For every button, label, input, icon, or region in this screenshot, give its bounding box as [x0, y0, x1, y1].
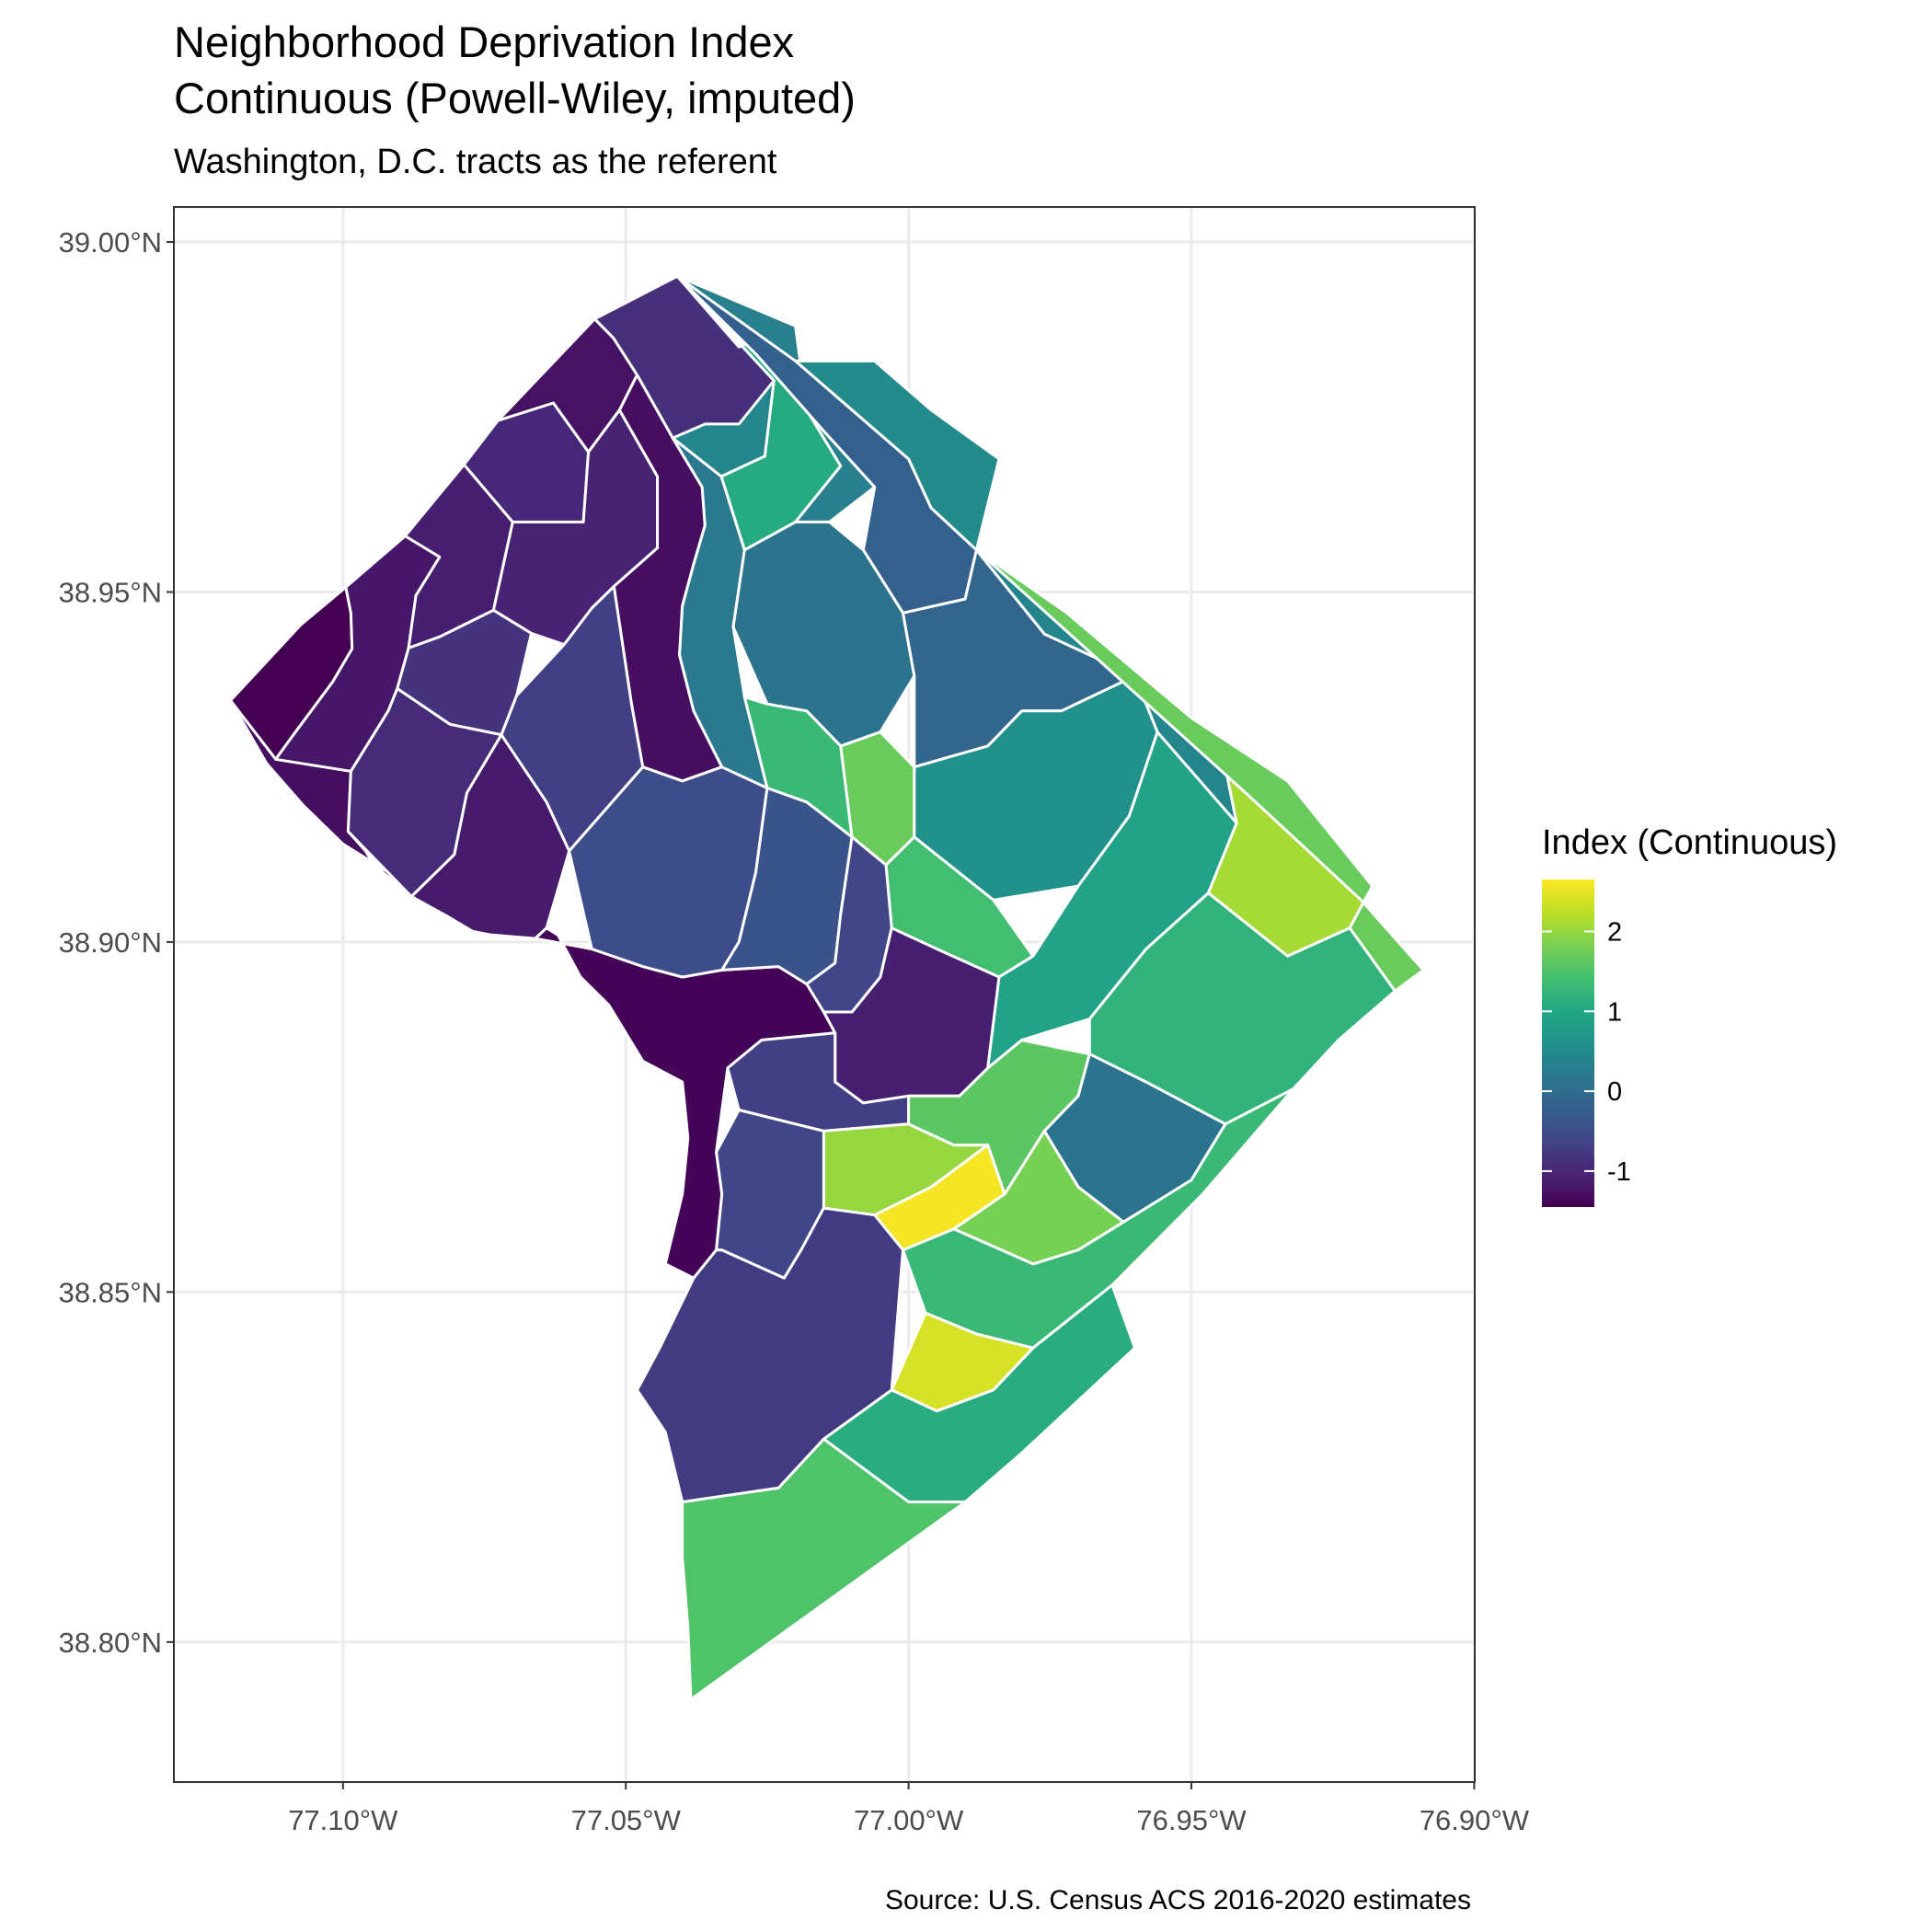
tract-polygons: [229, 274, 1425, 1701]
x-tick-label: 77.05°W: [571, 1804, 682, 1836]
tract-glover-park: [409, 733, 571, 940]
tract-fort-lincoln: [794, 359, 1001, 552]
tract-blue-plains: [681, 1437, 967, 1701]
x-tick-label: 77.00°W: [854, 1804, 964, 1836]
legend-tick-label: -1: [1607, 1157, 1631, 1187]
y-tick-label: 38.85°N: [59, 1276, 162, 1308]
legend-tick-label: 2: [1607, 917, 1622, 947]
y-tick-label: 38.95°N: [59, 576, 162, 608]
legend-ticks: 2 1 0 -1: [1542, 917, 1631, 1187]
legend-tick-label: 1: [1607, 997, 1622, 1027]
tract-brookland: [731, 520, 916, 748]
tract-columbia-heights: [671, 436, 769, 789]
map-subtitle: Washington, D.C. tracts as the referent: [174, 143, 777, 181]
x-tick-label: 77.10°W: [288, 1804, 398, 1836]
y-tick-label: 38.90°N: [59, 926, 162, 959]
plot-panel-border: [173, 206, 1476, 1783]
y-tick-label: 38.80°N: [59, 1627, 162, 1659]
x-tick-label: 76.95°W: [1136, 1804, 1247, 1836]
y-tick-label: 39.00°N: [59, 226, 162, 259]
legend-colorbar: [1542, 880, 1594, 1207]
map-title-line1: Neighborhood Deprivation Index: [174, 17, 794, 66]
axis-ticks: 77.10°W 77.05°W 77.00°W 76.95°W 76.90°W 39.00…: [59, 226, 1530, 1836]
legend-tick-label: 0: [1607, 1077, 1622, 1107]
legend: Index (Continuous) 2 1 0 -1: [1542, 823, 1837, 1207]
x-tick-label: 76.90°W: [1420, 1804, 1530, 1836]
map-title-line2: Continuous (Powell-Wiley, imputed): [174, 74, 856, 122]
legend-title: Index (Continuous): [1542, 823, 1837, 862]
map-caption: Source: U.S. Census ACS 2016-2020 estima…: [885, 1885, 1471, 1915]
